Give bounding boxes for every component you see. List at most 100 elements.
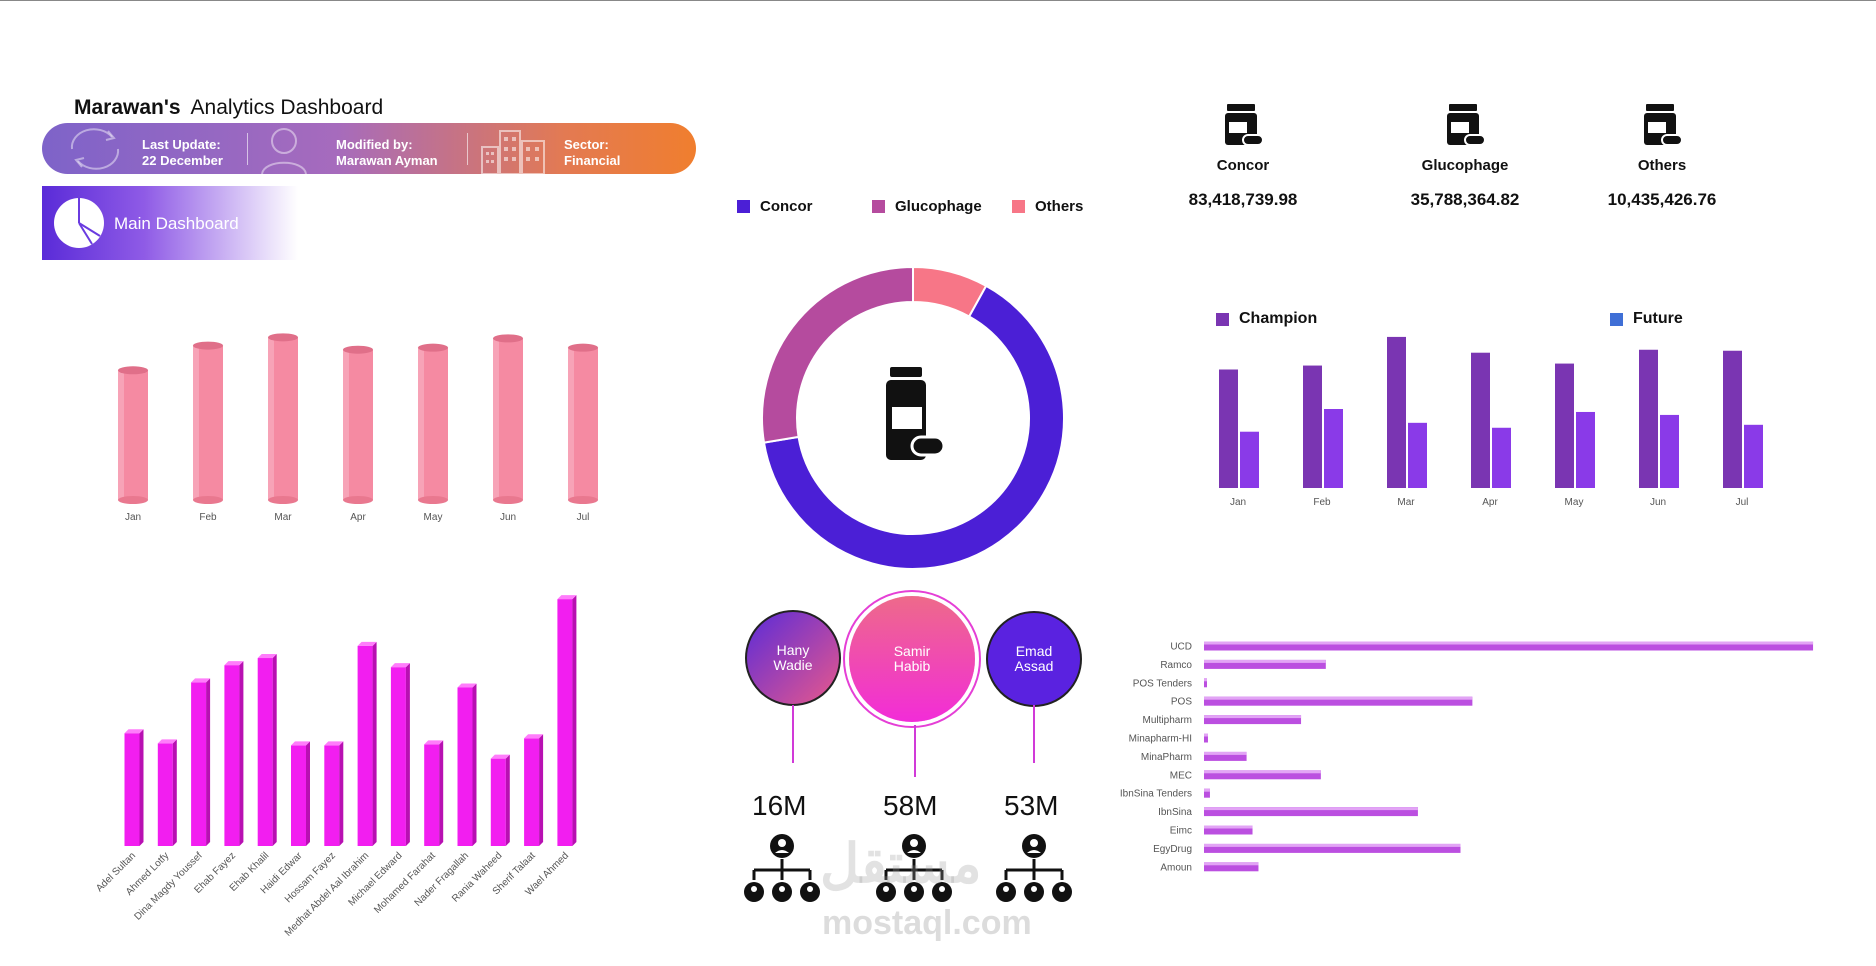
bar-future bbox=[1744, 424, 1763, 488]
bar-side bbox=[339, 741, 344, 846]
bar-side bbox=[505, 754, 510, 846]
cylinder-highlight bbox=[493, 338, 499, 500]
distributor-bar bbox=[1204, 807, 1418, 817]
cylinder-top bbox=[568, 343, 598, 352]
cylinder-bar bbox=[118, 366, 148, 504]
legend-swatch bbox=[1610, 312, 1623, 326]
bar-side bbox=[439, 740, 444, 846]
main-dashboard-label: Main Dashboard bbox=[114, 214, 239, 233]
sector: Sector: Financial bbox=[564, 137, 620, 169]
cylinder-bar bbox=[193, 341, 223, 504]
connector-line bbox=[914, 725, 916, 777]
distributor-bar bbox=[1204, 770, 1321, 780]
cylinder-highlight bbox=[568, 347, 574, 500]
bar-top bbox=[1204, 788, 1210, 792]
bar-side bbox=[472, 683, 477, 846]
cylinder-base bbox=[193, 496, 223, 504]
cylinder-base bbox=[493, 496, 523, 504]
kpi-value: 10,435,426.76 bbox=[1607, 190, 1717, 209]
bar-champion bbox=[1723, 350, 1742, 488]
bar-top bbox=[1204, 715, 1302, 719]
donut-slice-concor bbox=[762, 284, 1065, 570]
x-tick-label: Jun bbox=[500, 512, 516, 523]
bar-top bbox=[1204, 733, 1208, 737]
main-dashboard-button[interactable]: Main Dashboard bbox=[42, 186, 298, 260]
bar-top bbox=[390, 663, 410, 668]
bar-front bbox=[1204, 825, 1253, 835]
bar-front bbox=[224, 665, 240, 846]
bar-front bbox=[457, 687, 473, 846]
rep-bar bbox=[524, 734, 544, 846]
x-tick-label: Jan bbox=[125, 512, 141, 523]
bar-front bbox=[1204, 715, 1302, 725]
rep-bar bbox=[291, 741, 310, 846]
bar-future bbox=[1240, 431, 1259, 488]
bar-top bbox=[291, 741, 310, 746]
bar-side bbox=[272, 654, 277, 846]
bar-future bbox=[1660, 414, 1679, 488]
bar-future bbox=[1576, 411, 1595, 488]
persona-emad-assad[interactable]: Emad Assad bbox=[986, 611, 1082, 707]
kpi-name: Glucophage bbox=[1421, 157, 1509, 174]
bar-front bbox=[557, 599, 573, 846]
bar-front bbox=[1204, 751, 1247, 761]
rep-bar bbox=[557, 595, 577, 846]
bar-top bbox=[1204, 751, 1247, 755]
pie-chart-icon bbox=[54, 198, 104, 248]
x-tick-label: Jul bbox=[1736, 497, 1749, 508]
bar-side bbox=[139, 729, 144, 846]
rep-bar bbox=[357, 641, 377, 846]
bar-future bbox=[1492, 427, 1511, 488]
bar-champion bbox=[1303, 365, 1322, 488]
rep-bar bbox=[490, 754, 510, 846]
bar-top bbox=[1204, 770, 1321, 774]
persona-hany-wadie[interactable]: Hany Wadie bbox=[745, 610, 841, 706]
bar-side bbox=[239, 661, 244, 846]
bar-top bbox=[1204, 659, 1326, 663]
bar-side bbox=[172, 739, 177, 846]
dashboard-title: Analytics Dashboard bbox=[190, 96, 384, 119]
bar-top bbox=[457, 683, 477, 688]
cylinder-top bbox=[118, 366, 148, 375]
persona-first-name: Samir bbox=[893, 643, 931, 659]
y-tick-label: MinaPharm bbox=[1141, 752, 1192, 763]
bar-top bbox=[1204, 696, 1473, 700]
y-tick-label: Eimc bbox=[1170, 826, 1192, 837]
bar-front bbox=[257, 658, 273, 846]
legend-label: Concor bbox=[760, 198, 813, 215]
bar-side bbox=[539, 734, 544, 846]
persona-last-name: Wadie bbox=[773, 657, 813, 673]
legend-label: Others bbox=[1035, 198, 1084, 215]
modified-label: Modified by: bbox=[336, 137, 413, 152]
bar-top bbox=[1204, 825, 1253, 829]
y-tick-label: EgyDrug bbox=[1153, 844, 1192, 855]
bar-front bbox=[124, 733, 140, 846]
cylinder-base bbox=[568, 496, 598, 504]
rep-bar bbox=[424, 740, 444, 846]
cylinder-top bbox=[268, 333, 298, 342]
x-tick-label: Jun bbox=[1650, 497, 1666, 508]
org-chart-icon bbox=[744, 834, 820, 902]
legend-future: Future bbox=[1610, 310, 1683, 328]
bar-front bbox=[324, 745, 340, 846]
kpi-name: Others bbox=[1637, 157, 1687, 174]
connector-line bbox=[792, 705, 794, 763]
y-tick-label: MEC bbox=[1170, 770, 1192, 781]
distributor-bar bbox=[1204, 825, 1253, 835]
buildings-icon bbox=[481, 130, 545, 174]
x-tick-label: Jan bbox=[1230, 497, 1246, 508]
distributor-bar bbox=[1204, 788, 1210, 798]
bar-front bbox=[1204, 862, 1259, 872]
y-tick-label: UCD bbox=[1170, 642, 1192, 653]
bar-top bbox=[1204, 678, 1207, 682]
persona-samir-habib[interactable]: Samir Habib bbox=[849, 596, 975, 722]
y-tick-label: Amoun bbox=[1160, 862, 1192, 873]
cylinder-highlight bbox=[193, 345, 199, 500]
cylinder-base bbox=[418, 496, 448, 504]
legend-swatch bbox=[737, 200, 750, 213]
cylinder-top bbox=[193, 341, 223, 350]
cylinder-highlight bbox=[418, 347, 424, 500]
persona-last-name: Habib bbox=[893, 658, 931, 674]
medicine-bottle-icon bbox=[1644, 104, 1683, 146]
legend-champion: Champion bbox=[1216, 310, 1317, 328]
